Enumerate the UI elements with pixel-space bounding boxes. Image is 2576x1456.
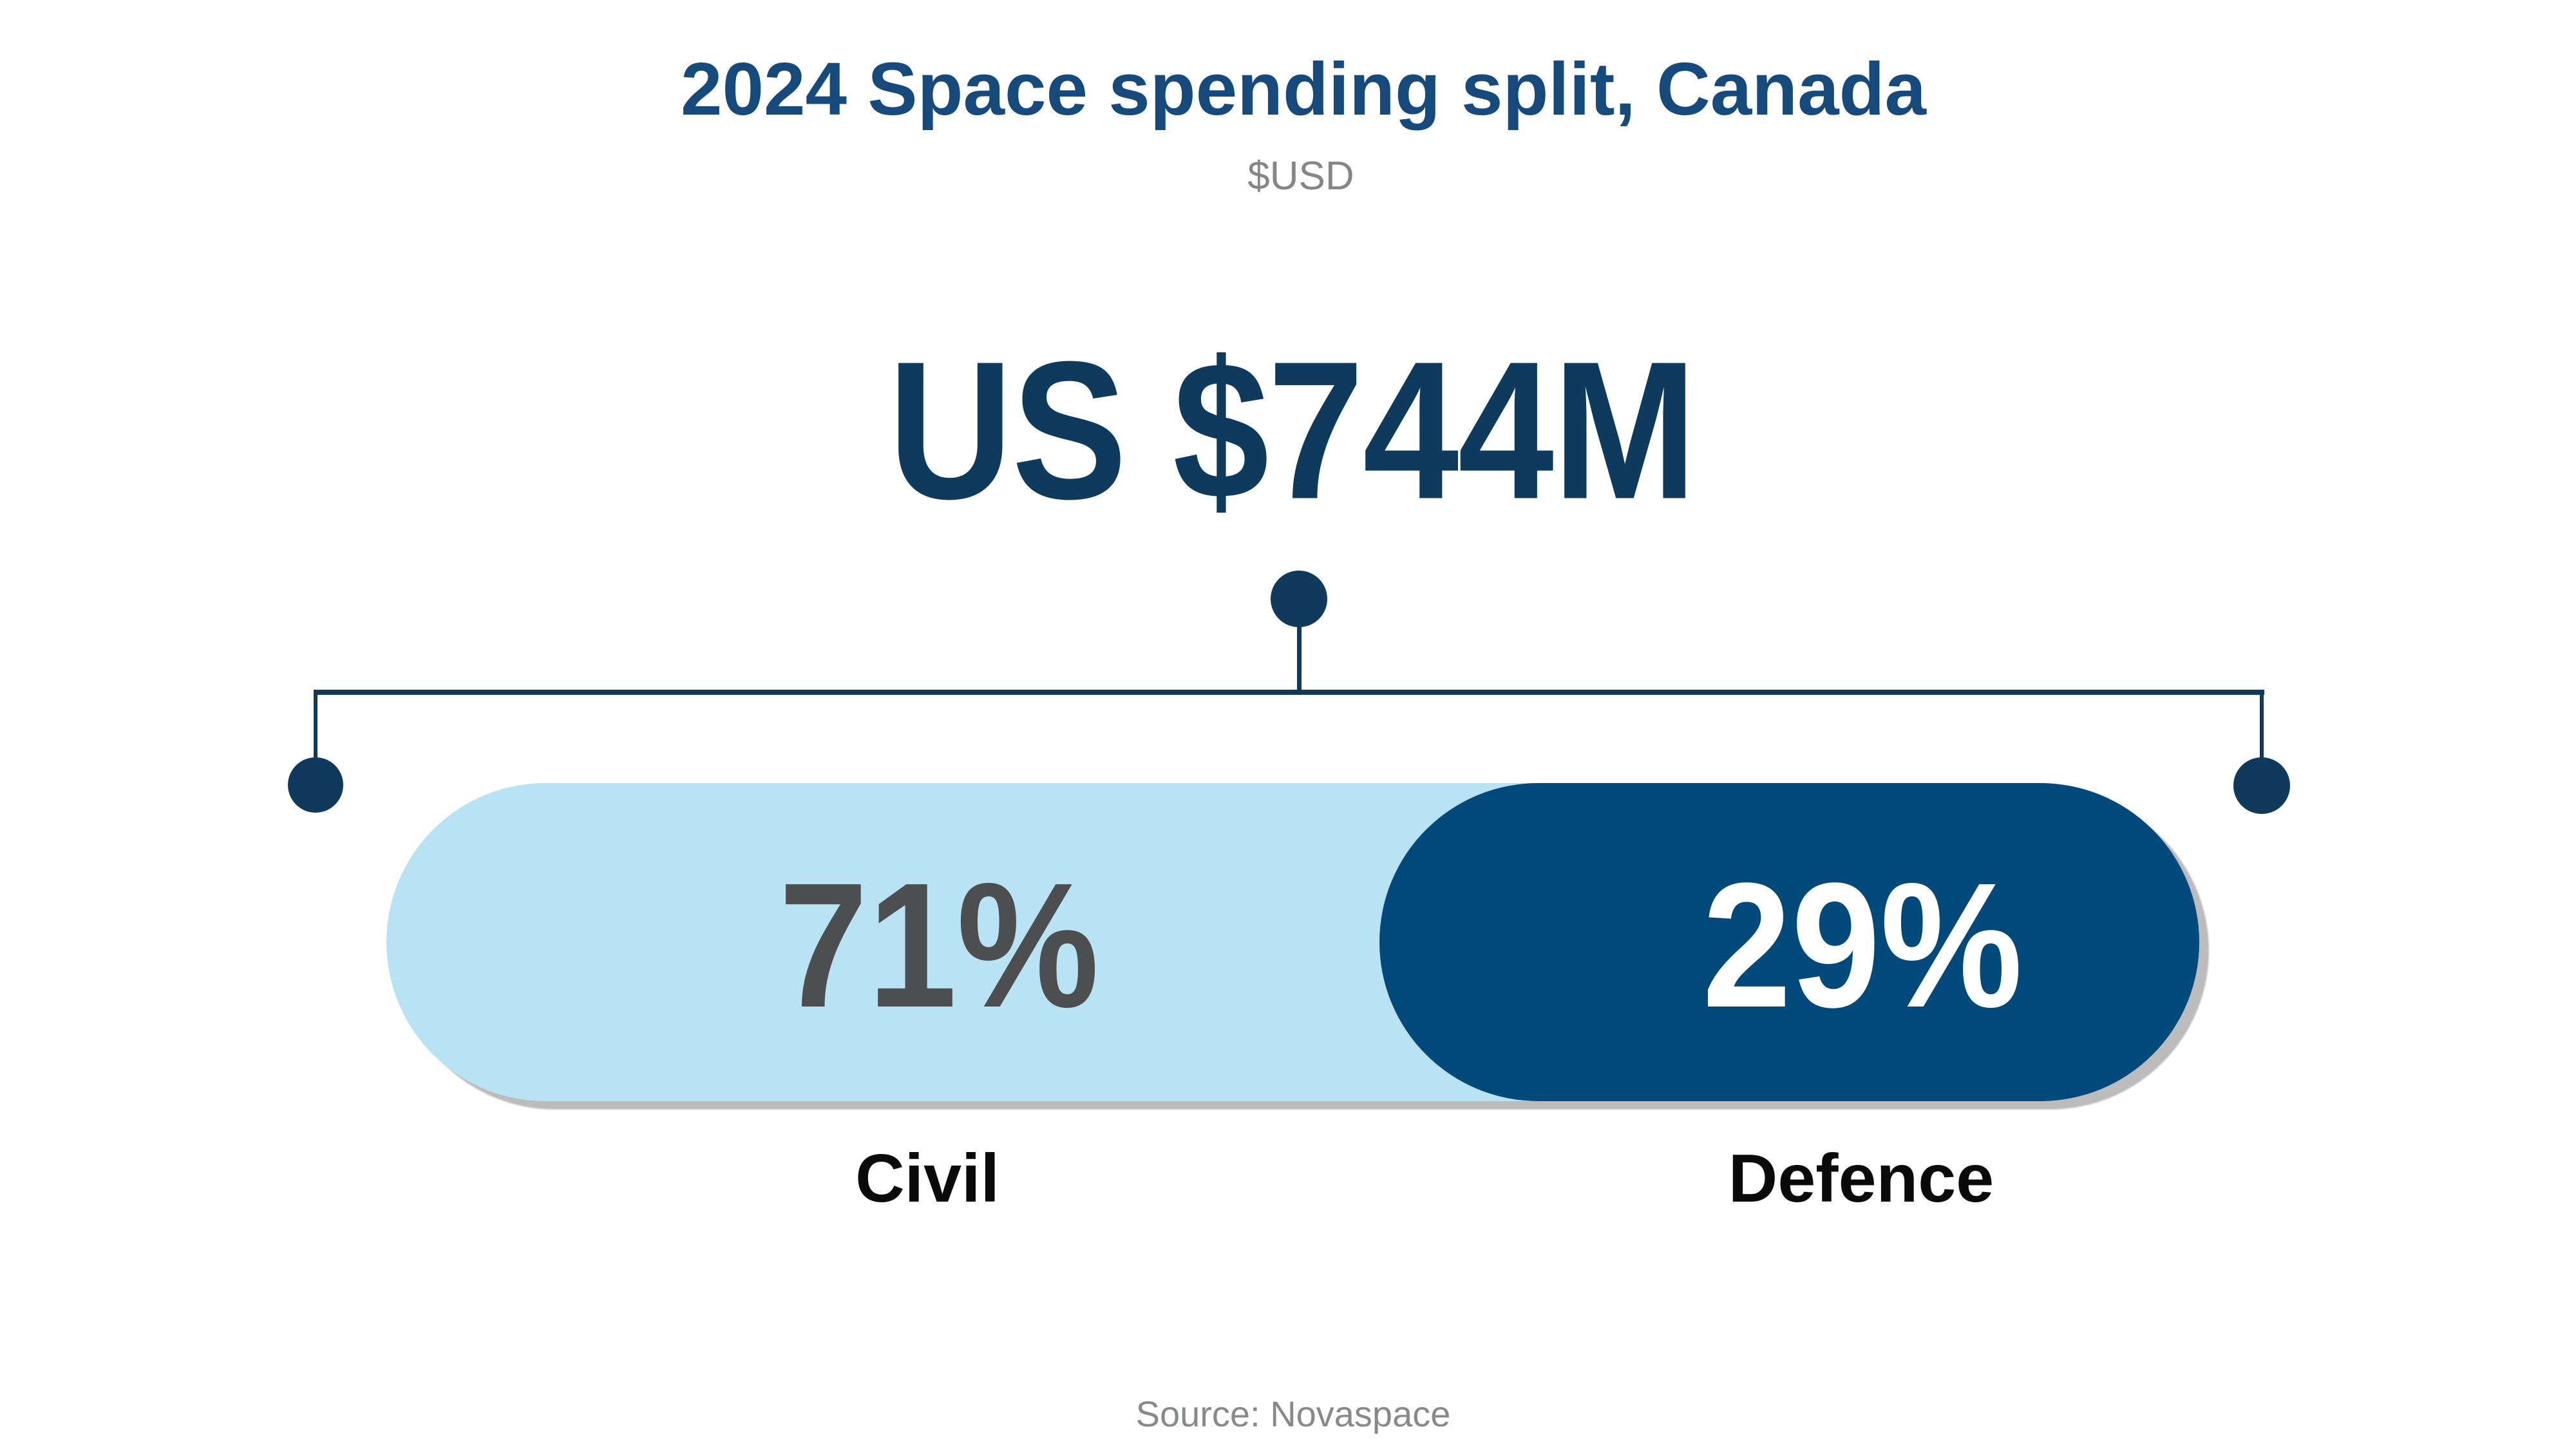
total-spending-value: US $744M [887, 320, 1697, 540]
civil-percentage-label: 71% [779, 846, 1099, 1045]
connector-dot-left [288, 757, 343, 813]
source-attribution: Source: Novaspace [1135, 1394, 1451, 1434]
connector-line-center-vertical [1297, 625, 1302, 694]
connector-dot-right [2233, 757, 2290, 814]
connector-line-right-vertical [2260, 692, 2264, 759]
chart-title: 2024 Space spending split, Canada [681, 47, 1926, 131]
split-bar-defence-segment [1379, 783, 2199, 1101]
category-label-defence: Defence [1728, 1140, 1994, 1216]
split-bar-civil-segment [386, 783, 2199, 1101]
connector-line-horizontal [314, 690, 2264, 695]
chart-subtitle: $USD [1247, 154, 1354, 198]
defence-percentage-label: 29% [1702, 846, 2023, 1045]
connector-line-left-vertical [314, 692, 317, 759]
connector-dot-top [1271, 571, 1327, 627]
category-label-civil: Civil [855, 1140, 999, 1216]
